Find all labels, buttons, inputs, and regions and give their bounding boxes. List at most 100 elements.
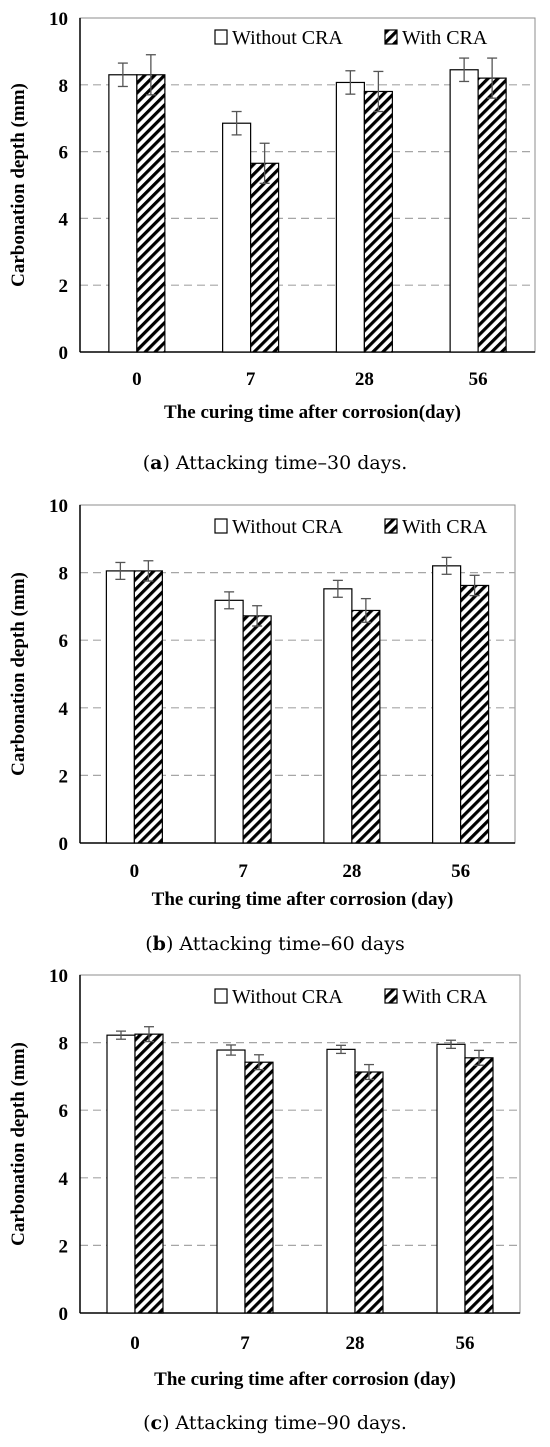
chart-c-legend-swatch-with-cra bbox=[384, 988, 398, 1004]
chart-b-error-bar bbox=[224, 591, 235, 610]
chart-a-bar-without-cra bbox=[108, 74, 138, 353]
chart-c-bar-without-cra bbox=[106, 1034, 136, 1314]
chart-b-x-tick-label: 7 bbox=[238, 861, 248, 882]
chart-b-svg: 0 2 4 6 8 10 0 7 28 56 Without CRA With CRA Carbonat… bbox=[8, 496, 516, 910]
caption-c-text: ) Attacking time–90 days. bbox=[162, 1412, 407, 1434]
chart-a-x-tick-label: 28 bbox=[355, 369, 374, 390]
chart-b-bar-with-cra bbox=[242, 615, 272, 844]
chart-b-error-bar bbox=[143, 560, 154, 582]
chart-b-bar-without-cra bbox=[323, 588, 353, 844]
caption-c: (c) Attacking time–90 days. bbox=[0, 1412, 550, 1434]
chart-b-legend-label-without-cra: Without CRA bbox=[232, 516, 343, 538]
caption-a-text: ) Attacking time–30 days. bbox=[162, 452, 408, 474]
chart-c: 0 2 4 6 8 10 0 7 28 56 Without CRA With CRA Carbonat… bbox=[0, 965, 550, 1410]
chart-a-y-axis-title: Carbonation depth (mm) bbox=[8, 83, 29, 287]
chart-a-y-tick-label: 0 bbox=[59, 343, 69, 364]
chart-a-bar-without-cra bbox=[222, 122, 252, 353]
chart-b-y-tick-label: 4 bbox=[59, 699, 69, 720]
chart-b-error-bar bbox=[360, 597, 371, 623]
caption-c-letter: c bbox=[150, 1412, 163, 1434]
chart-b-y-axis-title: Carbonation depth (mm) bbox=[8, 572, 29, 776]
chart-a-x-tick-label: 56 bbox=[469, 369, 488, 390]
chart-c-error-bar bbox=[364, 1063, 374, 1081]
chart-c-bar-with-cra bbox=[464, 1057, 494, 1314]
chart-a-legend-swatch-without-cra bbox=[214, 29, 228, 45]
chart-b-legend-swatch-with-cra bbox=[384, 518, 398, 534]
chart-a-bar-without-cra bbox=[449, 69, 479, 353]
chart-a-x-tick-label: 7 bbox=[246, 369, 256, 390]
chart-b-y-tick-label: 6 bbox=[59, 631, 69, 652]
chart-b-x-axis-title: The curing time after corrosion (day) bbox=[152, 889, 454, 910]
chart-a-bar-with-cra bbox=[477, 77, 507, 353]
chart-a-legend-swatch-with-cra bbox=[384, 29, 398, 45]
chart-c-error-bar bbox=[144, 1026, 154, 1043]
chart-a-svg: 0 2 4 6 8 10 0 7 28 56 Without CRA With CRA Carbonat… bbox=[8, 9, 536, 423]
chart-a-error-bar bbox=[259, 142, 270, 184]
chart-a-error-bar bbox=[373, 70, 384, 113]
chart-a-legend-label-with-cra: With CRA bbox=[402, 27, 488, 49]
chart-b-error-bar bbox=[115, 561, 126, 581]
caption-b-letter: b bbox=[152, 933, 166, 955]
chart-a-error-bar bbox=[459, 57, 470, 83]
chart-b-error-bar bbox=[469, 574, 480, 597]
chart-a-y-tick-label: 2 bbox=[59, 276, 69, 297]
chart-c-bar-with-cra bbox=[354, 1071, 384, 1314]
chart-c-x-tick-label: 56 bbox=[456, 1333, 475, 1354]
chart-c-y-tick-label: 6 bbox=[59, 1101, 69, 1122]
chart-c-bar-with-cra bbox=[244, 1061, 274, 1314]
chart-a-y-tick-label: 4 bbox=[59, 209, 69, 230]
caption-a: (a) Attacking time–30 days. bbox=[0, 452, 550, 474]
chart-a-bar-without-cra bbox=[335, 81, 365, 353]
chart-b-bar-with-cra bbox=[133, 570, 163, 844]
caption-b-prefix: ( bbox=[145, 933, 153, 955]
chart-b-legend-label-with-cra: With CRA bbox=[402, 516, 488, 538]
chart-c-x-tick-label: 28 bbox=[346, 1333, 365, 1354]
chart-c-error-bar bbox=[116, 1030, 126, 1040]
chart-c-svg: 0 2 4 6 8 10 0 7 28 56 Without CRA With CRA Carbonat… bbox=[8, 966, 521, 1390]
caption-a-letter: a bbox=[150, 452, 163, 474]
chart-c-y-axis-title: Carbonation depth (mm) bbox=[8, 1042, 29, 1246]
chart-a-error-bar bbox=[145, 54, 156, 96]
chart-b-y-tick-label: 8 bbox=[59, 564, 69, 585]
chart-a-error-bar bbox=[117, 62, 128, 88]
chart-b: 0 2 4 6 8 10 0 7 28 56 Without CRA With CRA Carbonat… bbox=[0, 485, 550, 930]
chart-a-error-bar bbox=[345, 70, 356, 95]
chart-a-y-tick-label: 8 bbox=[59, 76, 69, 97]
chart-c-y-tick-label: 2 bbox=[59, 1236, 69, 1257]
chart-c-y-tick-label: 4 bbox=[59, 1169, 69, 1190]
chart-a-bar-with-cra bbox=[250, 162, 280, 353]
chart-c-bar-without-cra bbox=[216, 1049, 246, 1314]
caption-b: (b) Attacking time–60 days bbox=[0, 933, 550, 955]
chart-a-x-tick-label: 0 bbox=[132, 369, 142, 390]
chart-a-bar-with-cra bbox=[363, 90, 393, 353]
chart-b-bar-with-cra bbox=[351, 609, 381, 844]
chart-c-y-tick-label: 0 bbox=[59, 1304, 69, 1325]
chart-b-bar-without-cra bbox=[432, 565, 462, 844]
chart-c-x-tick-label: 7 bbox=[240, 1333, 250, 1354]
chart-a-y-tick-label: 10 bbox=[49, 9, 68, 30]
caption-a-prefix: ( bbox=[142, 452, 151, 474]
chart-c-error-bar bbox=[226, 1044, 236, 1056]
chart-b-x-tick-label: 0 bbox=[130, 861, 140, 882]
chart-b-error-bar bbox=[441, 556, 452, 575]
caption-c-prefix: ( bbox=[143, 1412, 151, 1434]
chart-c-legend-swatch-without-cra bbox=[214, 988, 228, 1004]
chart-b-y-tick-label: 0 bbox=[59, 834, 69, 855]
chart-b-bar-without-cra bbox=[105, 570, 135, 844]
chart-b-x-tick-label: 28 bbox=[342, 861, 361, 882]
chart-c-bar-with-cra bbox=[134, 1033, 164, 1314]
chart-c-bar-without-cra bbox=[436, 1043, 466, 1314]
chart-a-y-tick-label: 6 bbox=[59, 143, 69, 164]
chart-c-error-bar bbox=[446, 1039, 456, 1049]
chart-c-legend-label-with-cra: With CRA bbox=[402, 986, 488, 1008]
chart-c-y-tick-label: 8 bbox=[59, 1034, 69, 1055]
chart-b-y-tick-label: 10 bbox=[49, 496, 68, 517]
chart-b-bar-without-cra bbox=[214, 599, 244, 844]
chart-a-legend-label-without-cra: Without CRA bbox=[232, 27, 343, 49]
chart-b-y-tick-label: 2 bbox=[59, 766, 69, 787]
chart-c-error-bar bbox=[254, 1054, 264, 1071]
chart-c-legend-label-without-cra: Without CRA bbox=[232, 986, 343, 1008]
chart-a-error-bar bbox=[231, 110, 242, 136]
chart-a-bar-with-cra bbox=[136, 74, 166, 353]
chart-b-x-tick-label: 56 bbox=[451, 861, 470, 882]
